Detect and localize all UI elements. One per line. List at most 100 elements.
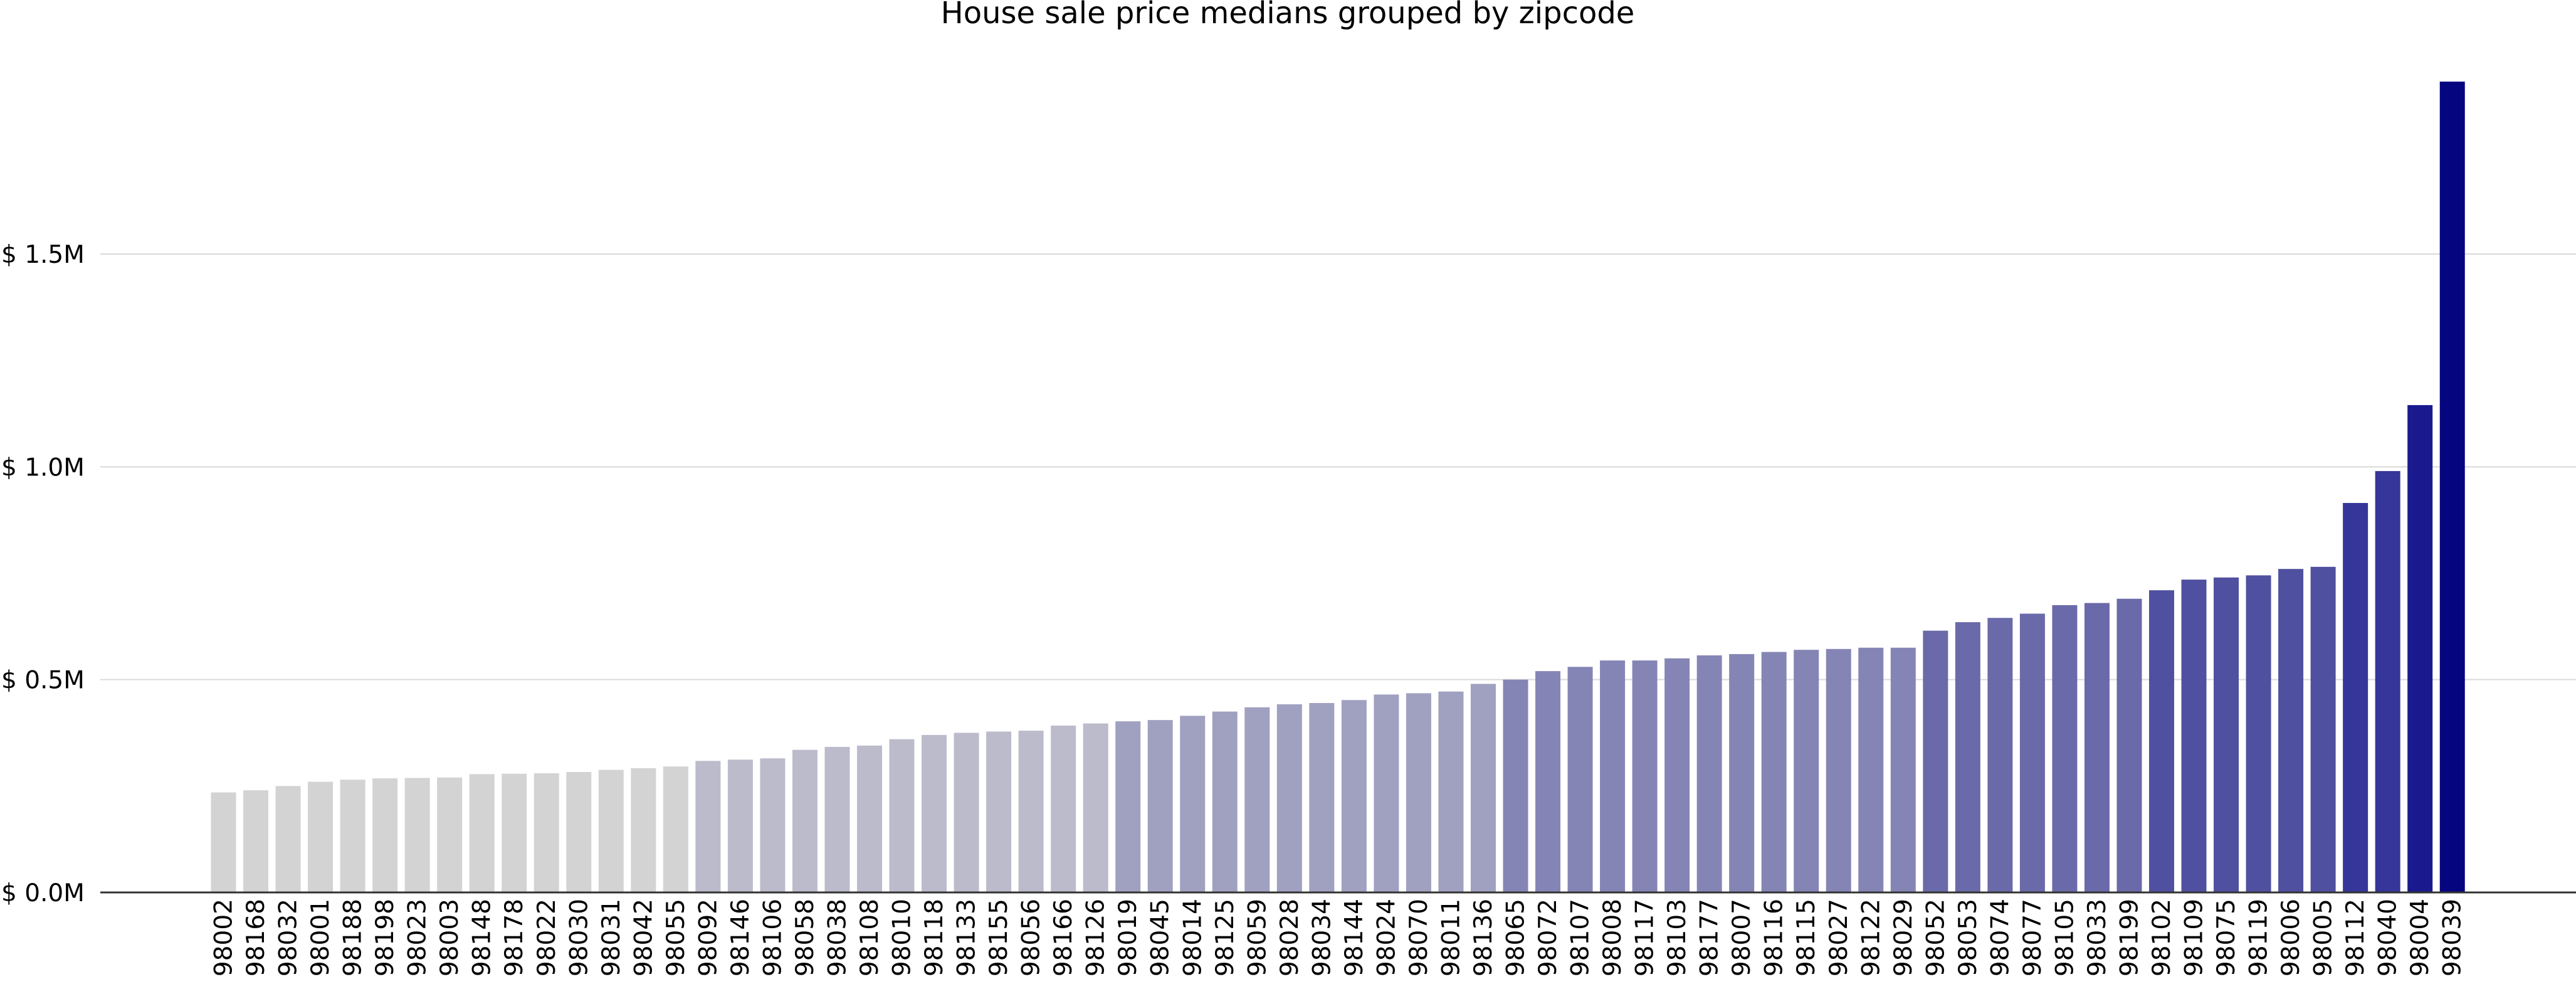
x-tick-label: 98005 — [2310, 899, 2338, 976]
bar — [1503, 679, 1528, 892]
bar — [1438, 691, 1464, 892]
x-tick-label: 98001 — [307, 899, 335, 976]
x-tick-label: 98019 — [1114, 899, 1142, 976]
x-tick-label: 98077 — [2019, 899, 2047, 976]
bar — [1470, 684, 1496, 892]
bar — [1794, 650, 1819, 892]
x-tick-label: 98105 — [2051, 899, 2079, 976]
x-tick-label: 98109 — [2180, 899, 2209, 976]
bar — [1890, 647, 1916, 892]
x-tick-label: 98056 — [1017, 899, 1046, 976]
bar — [598, 770, 624, 892]
x-tick-label: 98040 — [2374, 899, 2402, 976]
bar — [1632, 660, 1658, 892]
x-tick-label: 98039 — [2439, 899, 2467, 976]
x-tick-label: 98070 — [1405, 899, 1433, 976]
bar — [2407, 405, 2433, 892]
bar — [2343, 503, 2368, 892]
x-tick-label: 98006 — [2277, 899, 2305, 976]
bar — [2310, 566, 2336, 892]
bar — [2214, 577, 2239, 892]
x-tick-label: 98125 — [1211, 899, 1239, 976]
x-tick-label: 98045 — [1147, 899, 1175, 976]
x-tick-label: 98004 — [2406, 899, 2434, 976]
x-tick-label: 98166 — [1049, 899, 1078, 976]
x-tick-label: 98198 — [371, 899, 399, 976]
bar — [857, 745, 882, 892]
bar — [1923, 630, 1948, 892]
bar — [1147, 720, 1173, 892]
bar — [243, 790, 269, 892]
bar — [792, 749, 817, 892]
y-tick-label: $ 1.5M — [1, 241, 85, 269]
bar — [469, 774, 495, 892]
bar — [437, 777, 463, 892]
x-tick-label: 98199 — [2115, 899, 2143, 976]
x-tick-label: 98126 — [1082, 899, 1110, 976]
bar — [534, 773, 559, 892]
x-tick-label: 98102 — [2148, 899, 2176, 976]
bar — [1696, 655, 1722, 892]
x-tick-label: 98122 — [1857, 899, 1885, 976]
x-tick-label: 98065 — [1502, 899, 1530, 976]
x-tick-label: 98107 — [1567, 899, 1595, 976]
x-tick-label: 98023 — [404, 899, 432, 976]
bar — [2019, 613, 2045, 892]
bar — [1729, 653, 1755, 892]
bar — [1955, 622, 1980, 892]
bar — [695, 761, 721, 892]
x-tick-label: 98112 — [2342, 899, 2370, 976]
x-tick-label: 98002 — [210, 899, 238, 976]
bar — [760, 758, 786, 892]
x-tick-label: 98027 — [1825, 899, 1853, 976]
x-tick-label: 98031 — [597, 899, 626, 976]
bar — [824, 746, 850, 892]
x-tick-label: 98029 — [1890, 899, 1918, 976]
x-tick-label: 98118 — [920, 899, 949, 976]
x-tick-label: 98144 — [1340, 899, 1369, 976]
bar — [566, 771, 592, 892]
bar — [1244, 707, 1270, 892]
x-tick-label: 98108 — [856, 899, 884, 976]
bar — [2084, 603, 2110, 892]
bar — [2052, 605, 2078, 892]
x-tick-label: 98178 — [500, 899, 528, 976]
bar — [211, 792, 236, 892]
bar — [1180, 716, 1206, 892]
x-tick-label: 98074 — [1986, 899, 2014, 976]
bar — [1212, 711, 1238, 892]
x-tick-label: 98007 — [1728, 899, 1756, 976]
bar — [1115, 721, 1141, 892]
bar — [1826, 648, 1851, 892]
bar — [1341, 700, 1367, 892]
bar — [1276, 704, 1302, 892]
x-tick-label: 98177 — [1696, 899, 1724, 976]
x-tick-label: 98030 — [565, 899, 593, 976]
x-tick-label: 98155 — [985, 899, 1013, 976]
bar — [986, 731, 1012, 892]
bar — [2278, 569, 2304, 892]
bar — [2149, 590, 2174, 892]
bar — [1664, 658, 1690, 892]
x-tick-label: 98042 — [629, 899, 658, 976]
bar — [922, 734, 947, 892]
x-tick-label: 98008 — [1599, 899, 1627, 976]
bar — [2116, 598, 2142, 892]
x-tick-label: 98003 — [436, 899, 464, 976]
y-tick-label: $ 1.0M — [1, 453, 85, 482]
x-tick-label: 98010 — [888, 899, 917, 976]
bar — [1051, 725, 1076, 892]
x-tick-label: 98032 — [275, 899, 303, 976]
chart-title: House sale price medians grouped by zipc… — [941, 0, 1635, 31]
x-tick-label: 98106 — [759, 899, 787, 976]
bar — [1987, 618, 2013, 892]
x-tick-label: 98188 — [339, 899, 367, 976]
x-tick-label: 98115 — [1792, 899, 1821, 976]
bar — [889, 739, 915, 892]
x-tick-label: 98059 — [1243, 899, 1271, 976]
bar — [1567, 667, 1593, 892]
x-tick-label: 98116 — [1760, 899, 1789, 976]
bar — [275, 786, 301, 892]
bar — [502, 773, 527, 892]
